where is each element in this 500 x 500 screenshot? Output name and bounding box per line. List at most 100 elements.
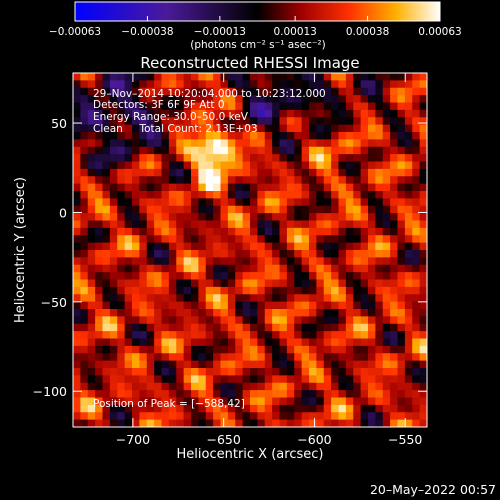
heatmap-pixel (139, 316, 148, 325)
heatmap-pixel (191, 397, 199, 406)
heatmap-pixel (279, 73, 288, 81)
heatmap-pixel (250, 80, 258, 89)
heatmap-pixel (220, 294, 229, 303)
heatmap-pixel (198, 242, 207, 251)
heatmap-pixel (264, 331, 273, 339)
heatmap-pixel (198, 419, 207, 427)
heatmap-pixel (73, 227, 81, 236)
heatmap-pixel (316, 338, 325, 347)
heatmap-pixel (419, 323, 427, 332)
heatmap-pixel (124, 95, 133, 103)
heatmap-pixel (235, 309, 244, 317)
heatmap-pixel (198, 154, 207, 162)
heatmap-pixel (220, 235, 229, 244)
heatmap-pixel (353, 102, 362, 111)
heatmap-pixel (345, 309, 354, 317)
heatmap-pixel (183, 132, 192, 140)
heatmap-pixel (390, 191, 398, 199)
heatmap-pixel (168, 353, 177, 362)
heatmap-pixel (132, 124, 140, 133)
heatmap-pixel (316, 368, 325, 376)
heatmap-pixel (382, 375, 391, 384)
heatmap-pixel (250, 205, 258, 214)
heatmap-pixel (294, 323, 303, 332)
heatmap-pixel (87, 205, 96, 214)
heatmap-pixel (331, 227, 339, 236)
heatmap-pixel (279, 279, 288, 288)
heatmap-pixel (316, 191, 325, 199)
heatmap-pixel (213, 272, 221, 280)
heatmap-pixel (154, 168, 162, 177)
heatmap-pixel (419, 213, 427, 221)
heatmap-pixel (382, 338, 391, 347)
heatmap-pixel (132, 242, 140, 251)
heatmap-pixel (205, 213, 214, 221)
heatmap-pixel (294, 80, 303, 89)
heatmap-pixel (353, 286, 362, 295)
heatmap-pixel (235, 117, 244, 126)
heatmap-pixel (87, 272, 96, 280)
heatmap-pixel (139, 353, 148, 362)
heatmap-pixel (109, 191, 118, 199)
heatmap-pixel (198, 301, 207, 310)
heatmap-pixel (264, 124, 273, 133)
heatmap-pixel (264, 368, 273, 376)
heatmap-pixel (323, 102, 332, 111)
heatmap-pixel (390, 368, 398, 376)
heatmap-pixel (250, 132, 258, 140)
heatmap-pixel (412, 250, 421, 258)
heatmap-pixel (360, 176, 369, 185)
heatmap-pixel (146, 242, 155, 251)
heatmap-pixel (286, 242, 295, 251)
heatmap-pixel (301, 250, 310, 258)
heatmap-pixel (382, 419, 391, 427)
heatmap-pixel (419, 183, 427, 192)
heatmap-pixel (294, 95, 303, 103)
heatmap-pixel (227, 257, 236, 266)
heatmap-pixel (227, 412, 236, 421)
heatmap-pixel (368, 235, 376, 244)
heatmap-pixel (397, 220, 406, 229)
heatmap-pixel (404, 213, 413, 221)
heatmap-pixel (132, 264, 140, 273)
heatmap-pixel (154, 286, 162, 295)
heatmap-pixel (242, 286, 251, 295)
heatmap-pixel (87, 345, 96, 354)
heatmap-pixel (191, 213, 199, 221)
heatmap-pixel (154, 390, 162, 398)
heatmap-pixel (73, 382, 81, 391)
heatmap-pixel (154, 397, 162, 406)
heatmap-pixel (168, 198, 177, 207)
heatmap-pixel (168, 183, 177, 192)
heatmap-pixel (390, 235, 398, 244)
heatmap-pixel (139, 132, 148, 140)
heatmap-pixel (117, 102, 126, 111)
heatmap-pixel (279, 146, 288, 155)
heatmap-pixel (353, 382, 362, 391)
heatmap-pixel (139, 382, 148, 391)
heatmap-pixel (161, 360, 170, 369)
heatmap-pixel (191, 257, 199, 266)
heatmap-pixel (360, 316, 369, 325)
heatmap-pixel (73, 323, 81, 332)
heatmap-pixel (168, 360, 177, 369)
heatmap-pixel (264, 183, 273, 192)
heatmap-pixel (390, 382, 398, 391)
heatmap-pixel (146, 95, 155, 103)
heatmap-pixel (139, 227, 148, 236)
heatmap-pixel (168, 404, 177, 413)
heatmap-pixel (109, 301, 118, 310)
heatmap-pixel (338, 235, 347, 244)
heatmap-pixel (286, 191, 295, 199)
heatmap-pixel (132, 213, 140, 221)
heatmap-pixel (213, 198, 221, 207)
heatmap-pixel (154, 191, 162, 199)
heatmap-pixel (235, 146, 244, 155)
heatmap-pixel (132, 286, 140, 295)
heatmap-pixel (368, 360, 376, 369)
heatmap-pixel (390, 73, 398, 81)
heatmap-pixel (286, 382, 295, 391)
heatmap-pixel (360, 198, 369, 207)
heatmap-pixel (95, 294, 103, 303)
